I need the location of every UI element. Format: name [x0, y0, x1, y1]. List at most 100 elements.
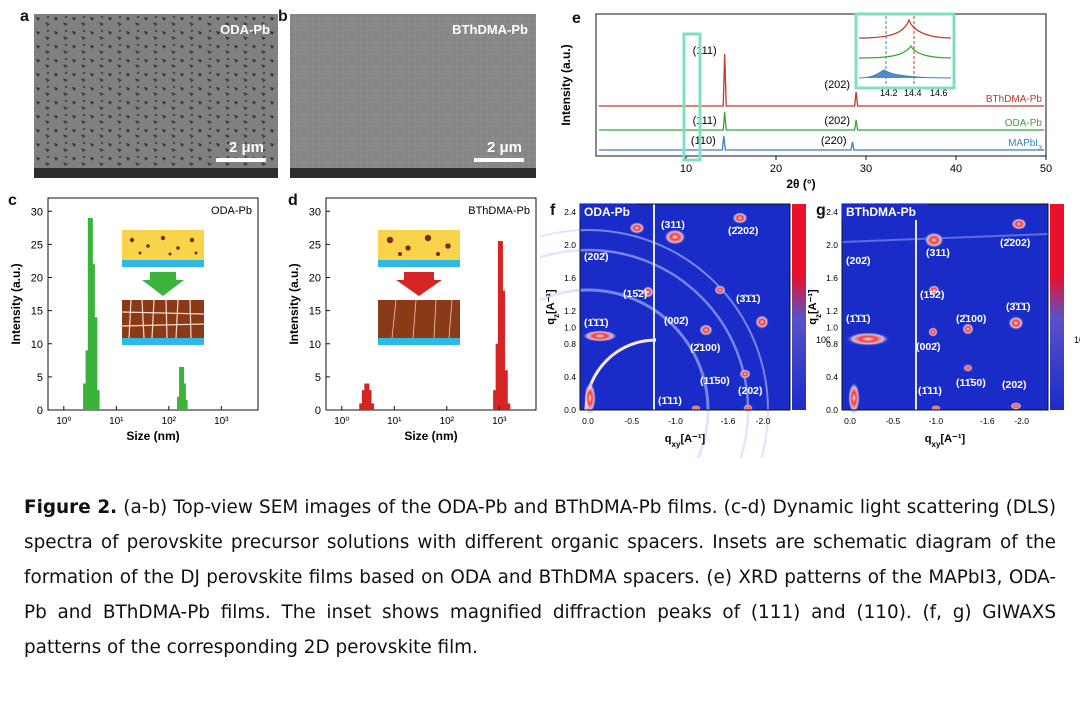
bar-9 [182, 400, 188, 410]
gi-ytick-0: 0.0 [826, 405, 838, 415]
scale-bar-a [216, 158, 266, 162]
gi-xtick-2: -1.0 [668, 416, 683, 426]
panel-label-e: e [572, 10, 581, 27]
gi-x-axis-label: qxy[A⁻¹] [925, 433, 966, 449]
xrd-xtick-label-4: 50 [1040, 163, 1052, 175]
bar-0 [359, 403, 365, 410]
bar-8 [499, 290, 505, 410]
xtick-label-2: 10² [440, 416, 455, 427]
ytick-label-0: 0 [315, 405, 321, 417]
giwaxs-oda: ODA-Pb (311) (2̄202)(202̄)(15̄2)(1̄1̄1̄)(… [407, 203, 831, 591]
sem-texture-bthdma [290, 14, 536, 178]
gi-ytick-2: 0.8 [826, 339, 838, 349]
series-name-0: BThDMA-Pb [986, 94, 1043, 105]
xrd-line-1 [598, 111, 1045, 131]
figure-caption: Figure 2. (a-b) Top-view SEM images of t… [24, 490, 1056, 665]
reflection-label-7: (002̄) [916, 341, 941, 353]
gi-ytick-7: 2.4 [826, 207, 838, 217]
giwaxs-bthdma: BThDMA-Pb (2̄202) (202̄) (311) (15̄2) (1̄1̄1… [807, 203, 1080, 449]
reflection-label-2: (311) [926, 247, 950, 259]
gi-ytick-4: 1.2 [564, 306, 576, 316]
xrd-xtick-label-0: 10 [680, 163, 692, 175]
gi-xtick-3: -1.6 [980, 416, 995, 426]
sem-title-b: BThDMA-Pb [452, 22, 528, 37]
reflection-label-6: (3̄1̄1̄) [736, 293, 761, 305]
axes-d: 0 5 10 15 20 25 30 10⁰ 10¹ 10² 10³ Size (nm) Intensi… [287, 206, 507, 443]
gi-ytick-1: 0.4 [564, 372, 576, 382]
bar-10 [505, 403, 511, 410]
gi-ytick-6: 2.0 [826, 240, 838, 250]
gi-y-axis-label: qz[A⁻¹] [545, 289, 561, 325]
reflection-label-4: (1̄1̄1̄) [846, 313, 871, 325]
colorbar-g [1050, 204, 1064, 410]
bar-4 [92, 317, 98, 410]
sem-footer-a [34, 168, 278, 178]
panel-g: g BThDM [806, 198, 1080, 458]
gi-ytick-1: 0.4 [826, 372, 838, 382]
reflection-label-6: (3̄1̄1̄) [1006, 301, 1031, 313]
reflection-label-3: (15̄2) [920, 289, 945, 301]
reflection-label-8: (11̄50) [956, 377, 986, 389]
giwaxs-title-g: BThDMA-Pb [846, 205, 916, 219]
caption-label: Figure 2. [24, 497, 118, 518]
reflection-label-1: (202̄) [846, 255, 871, 267]
series-name-1: ODA-Pb [1005, 118, 1043, 129]
bar-3 [366, 390, 372, 410]
xtick-label-2: 10² [162, 416, 177, 427]
gi-ytick-6: 2.0 [564, 240, 576, 250]
annotations-f: (311) (2̄202) (202̄) (15̄2) (1̄1̄1̄) (002̄) (3… [584, 219, 763, 407]
reflection-label-9: (202) [1002, 379, 1027, 391]
panel-e: e BThDMA-Pb (111) (202) ODA-Pb (111) (202) MAP… [544, 0, 1080, 195]
bar-9 [502, 370, 508, 410]
xrd-axes: 10 20 30 40 50 2θ (°) Intensity (a.u.) [559, 44, 1052, 191]
xtick-label-0: 10⁰ [56, 416, 71, 427]
panel-b: b BThDMA-Pb 2 μm [278, 8, 536, 178]
panel-label-d: d [288, 192, 298, 209]
gi-xtick-2: -1.0 [929, 416, 944, 426]
xtick-label-3: 10³ [214, 416, 229, 427]
reflection-label-3: (15̄2) [623, 288, 648, 300]
reflection-label-10: (1̄11) [658, 395, 682, 407]
ytick-label-6: 30 [31, 206, 43, 218]
xrd-y-axis-label: Intensity (a.u.) [559, 44, 573, 125]
panel-d: d BThDMA-Pb 0 5 10 15 20 25 30 10⁰ 10¹ 10² 10³ Size… [278, 188, 558, 458]
panel-label-c: c [8, 192, 17, 209]
xtick-label-1: 10¹ [387, 416, 402, 427]
bars-c [83, 217, 188, 410]
reflection-label-5: (2̄100) [956, 313, 986, 325]
gi-ytick-2: 0.8 [564, 339, 576, 349]
ytick-label-4: 20 [309, 273, 321, 285]
reflection-label-2: (202̄) [584, 251, 609, 263]
y-axis-label: Intensity (a.u.) [287, 263, 301, 344]
caption-text: (a-b) Top-view SEM images of the ODA-Pb … [24, 497, 1056, 658]
scale-text-a: 2 μm [228, 139, 264, 156]
x-axis-label: Size (nm) [126, 429, 179, 443]
sem-texture-oda [34, 14, 278, 178]
panel-label-f: f [550, 202, 556, 219]
gi-y-axis-label: qz[A⁻¹] [807, 289, 823, 325]
schematic-inset-bthdma [378, 230, 460, 345]
peak-label-2-0: (110) [691, 135, 716, 147]
dls-chart-oda: ODA-Pb 0 5 10 15 20 25 30 10⁰ 10¹ 10² 10³ Size (nm)… [9, 197, 259, 443]
ytick-label-1: 5 [315, 372, 321, 384]
ytick-label-1: 5 [37, 372, 43, 384]
bar-8 [180, 383, 186, 410]
inset-tick-0: 14.2 [880, 88, 898, 98]
dls-chart-bthdma: BThDMA-Pb 0 5 10 15 20 25 30 10⁰ 10¹ 10² 10³ Size (… [287, 197, 537, 443]
peak-label-0-1: (202) [824, 79, 850, 91]
xrd-xtick-label-2: 30 [860, 163, 872, 175]
reflection-label-0: (2̄202) [1000, 237, 1030, 249]
gi-xtick-0: 0.0 [844, 416, 856, 426]
gi-xtick-1: -0.5 [624, 416, 639, 426]
inset-tick-2: 14.6 [930, 88, 948, 98]
panel-a: a ODA-Pb 2 μm [20, 8, 278, 178]
reflection-label-1: (2̄202) [728, 225, 758, 237]
y-axis-label: Intensity (a.u.) [9, 263, 23, 344]
peak-label-1-1: (202) [824, 115, 850, 127]
ytick-label-0: 0 [37, 405, 43, 417]
colorbar-f [792, 204, 806, 410]
ytick-label-5: 25 [309, 239, 321, 251]
ytick-label-6: 30 [309, 206, 321, 218]
xrd-line-0 [598, 53, 1045, 107]
reflection-label-8: (11̄50) [700, 375, 730, 387]
